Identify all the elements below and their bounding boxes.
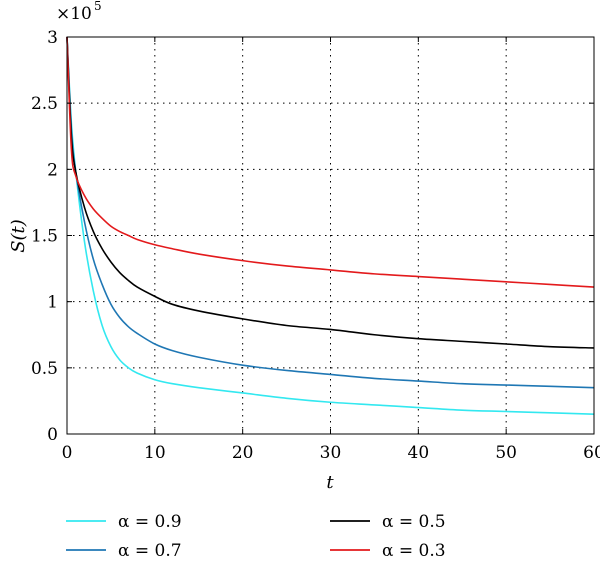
series-line — [66, 36, 595, 389]
legend: α = 0.9 α = 0.5 α = 0.7 α = 0.3 — [66, 512, 446, 561]
legend-label: α = 0.9 — [118, 512, 182, 532]
series-line — [66, 36, 595, 415]
y-tick-label: 3 — [47, 28, 58, 48]
y-multiplier-exponent: 5 — [94, 0, 102, 13]
x-tick-label: 60 — [583, 443, 600, 463]
y-tick-label: 1.5 — [31, 227, 58, 247]
legend-label: α = 0.5 — [382, 512, 446, 532]
x-tick-label: 30 — [320, 443, 342, 463]
y-multiplier-label: ×10 — [56, 4, 92, 24]
axis-ticks: 0 10 20 30 40 50 60 0 0.5 1 1.5 2 2.5 3 — [31, 28, 600, 463]
y-tick-label: 1 — [47, 293, 58, 313]
x-tick-label: 50 — [495, 443, 517, 463]
y-tick-label: 2.5 — [31, 94, 58, 114]
x-tick-label: 40 — [408, 443, 430, 463]
x-tick-label: 20 — [232, 443, 254, 463]
y-tick-label: 0 — [47, 425, 58, 445]
y-tick-label: 2 — [47, 160, 58, 180]
series-line — [66, 36, 595, 288]
x-tick-label: 10 — [144, 443, 166, 463]
x-axis-label: t — [326, 472, 334, 493]
series-group — [66, 36, 595, 415]
legend-label: α = 0.3 — [382, 541, 446, 561]
y-axis-label: S(t) — [8, 219, 29, 253]
grid — [67, 37, 594, 434]
legend-label: α = 0.7 — [118, 541, 182, 561]
x-tick-label: 0 — [62, 443, 73, 463]
series-line — [66, 36, 595, 349]
y-multiplier: ×10 5 — [56, 0, 102, 24]
y-tick-label: 0.5 — [31, 359, 58, 379]
